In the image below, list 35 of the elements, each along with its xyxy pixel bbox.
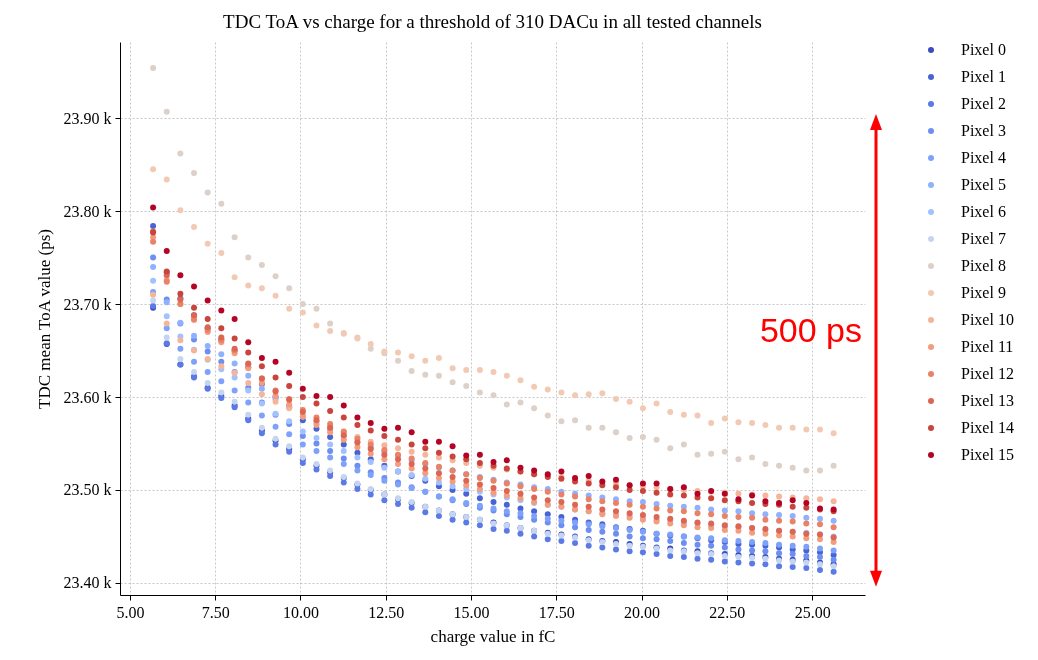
y-tick-label: 23.50 k bbox=[63, 481, 112, 499]
x-tick-label: 12.50 bbox=[368, 603, 405, 621]
legend-label: Pixel 1 bbox=[961, 68, 1006, 85]
y-tick-label: 23.70 k bbox=[63, 295, 112, 313]
x-tick-label: 25.00 bbox=[794, 603, 831, 621]
annotation: 500 ps bbox=[759, 311, 862, 350]
legend-label: Pixel 11 bbox=[961, 338, 1014, 355]
x-tick-label: 15.00 bbox=[453, 603, 490, 621]
x-tick-label: 7.50 bbox=[201, 603, 230, 621]
x-tick-label: 10.00 bbox=[282, 603, 319, 621]
x-tick-label: 20.00 bbox=[624, 603, 661, 621]
y-tick-label: 23.60 k bbox=[63, 388, 112, 406]
legend-label: Pixel 10 bbox=[961, 311, 1014, 328]
legend-label: Pixel 5 bbox=[961, 176, 1006, 193]
chart-title: TDC ToA vs charge for a threshold of 310 DACu in all tested channels bbox=[223, 11, 762, 32]
legend-label: Pixel 15 bbox=[961, 446, 1014, 463]
y-tick-label: 23.90 k bbox=[63, 109, 112, 127]
x-tick-label: 22.50 bbox=[709, 603, 746, 621]
legend-label: Pixel 14 bbox=[961, 419, 1014, 436]
legend-label: Pixel 2 bbox=[961, 95, 1006, 112]
legend-label: Pixel 0 bbox=[961, 41, 1006, 58]
x-tick-label: 5.00 bbox=[116, 603, 145, 621]
legend-label: Pixel 7 bbox=[961, 230, 1006, 247]
y-tick-label: 23.40 k bbox=[63, 574, 112, 592]
legend-label: Pixel 3 bbox=[961, 122, 1006, 139]
y-axis-title: TDC mean ToA value (ps) bbox=[34, 229, 54, 409]
legend-label: Pixel 9 bbox=[961, 284, 1006, 301]
legend-label: Pixel 12 bbox=[961, 365, 1014, 382]
legend-label: Pixel 6 bbox=[961, 203, 1006, 220]
x-tick-label: 17.50 bbox=[538, 603, 575, 621]
legend-label: Pixel 8 bbox=[961, 257, 1006, 274]
y-tick-label: 23.80 k bbox=[63, 202, 112, 220]
legend-label: Pixel 4 bbox=[961, 149, 1006, 166]
legend-label: Pixel 13 bbox=[961, 392, 1014, 409]
x-axis-title: charge value in fC bbox=[430, 626, 556, 646]
